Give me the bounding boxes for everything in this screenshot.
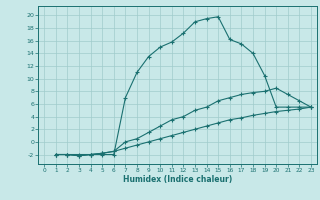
X-axis label: Humidex (Indice chaleur): Humidex (Indice chaleur) bbox=[123, 175, 232, 184]
